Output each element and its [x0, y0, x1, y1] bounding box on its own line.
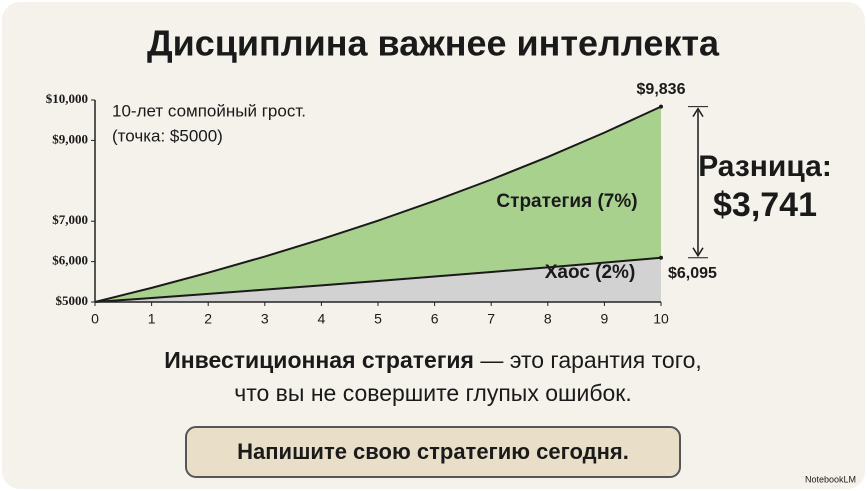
- caption: Инвестиционная стратегия — это гарантия …: [164, 347, 702, 373]
- y-tick-label: $5000: [56, 293, 89, 308]
- caption-bold: Инвестиционная стратегия: [164, 347, 474, 373]
- y-tick-label: $9,000: [52, 131, 88, 146]
- caption-line: что вы не совершите глупых ошибок.: [234, 380, 632, 406]
- x-tick-label: 3: [261, 311, 269, 327]
- caption-rest: — это гарантия того,: [474, 347, 702, 373]
- chart-title: Дисциплина важнее интеллекта: [147, 23, 720, 64]
- x-tick-label: 7: [487, 311, 495, 327]
- line: [94, 256, 662, 303]
- x-tick-label: 6: [431, 311, 439, 327]
- x-tick-label: 2: [204, 311, 212, 327]
- annotation: (точка: $5000): [112, 126, 223, 145]
- watermark: NotebookLM: [805, 474, 856, 484]
- annotation: 10-лет сомпойный грост.: [112, 101, 306, 120]
- cta-text[interactable]: Напишите свою стратегию сегодня.: [237, 439, 629, 464]
- line: [94, 105, 662, 303]
- x-tick-label: 9: [601, 311, 609, 327]
- series-label: Хаос (2%): [545, 262, 636, 283]
- area-fill: [95, 257, 661, 302]
- y-tick-label: $10,000: [46, 91, 88, 106]
- series-label: Стратегия (7%): [496, 191, 637, 212]
- x-tick-label: 4: [318, 311, 326, 327]
- y-tick-label: $7,000: [52, 212, 88, 227]
- x-tick-label: 0: [91, 311, 99, 327]
- value-label: $6,095: [668, 265, 717, 282]
- end-point: [659, 104, 663, 109]
- y-tick-label: $6,000: [52, 253, 88, 268]
- x-tick-label: 5: [374, 311, 382, 327]
- x-tick-label: 1: [148, 311, 156, 327]
- difference-label: Разница:: [698, 150, 832, 183]
- cta-button[interactable]: [185, 426, 681, 478]
- arrow-head: [692, 107, 704, 258]
- x-tick-label: 10: [653, 311, 669, 327]
- area-fill: [95, 106, 661, 302]
- end-point: [659, 255, 663, 260]
- value-label: $9,836: [637, 81, 686, 98]
- x-tick-label: 8: [544, 311, 552, 327]
- difference-value: $3,741: [713, 186, 817, 224]
